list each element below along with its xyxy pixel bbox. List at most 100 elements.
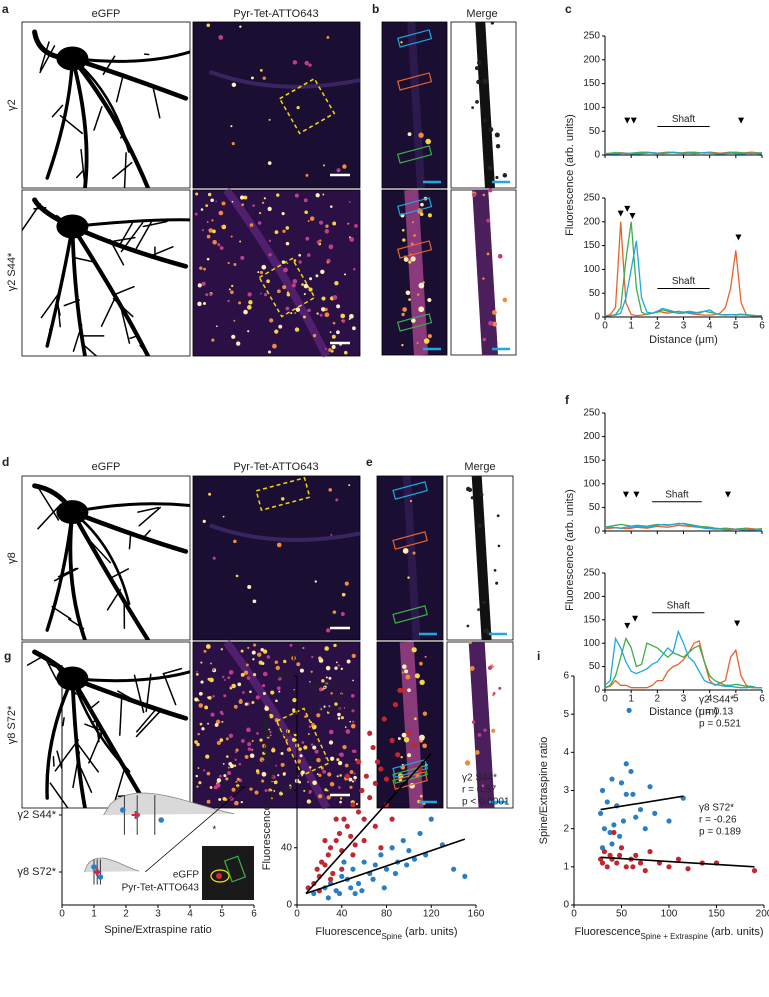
puncta: [316, 713, 321, 718]
point: [383, 776, 390, 782]
puncta: [337, 760, 343, 766]
puncta: [266, 655, 271, 659]
puncta: [195, 672, 199, 676]
puncta: [233, 539, 237, 544]
puncta: [296, 662, 301, 667]
puncta: [251, 701, 255, 705]
neuron: [32, 483, 190, 640]
puncta: [316, 240, 321, 244]
puncta: [260, 647, 264, 652]
point: [611, 829, 617, 836]
puncta: [200, 208, 204, 211]
puncta: [200, 661, 203, 664]
panel-header: Merge: [466, 8, 497, 20]
puncta: [341, 592, 346, 597]
puncta: [280, 752, 284, 755]
puncta: [343, 706, 347, 709]
puncta: [275, 665, 281, 671]
point: [633, 814, 639, 820]
puncta: [419, 661, 423, 666]
dendrite: [70, 56, 151, 188]
x-tick-label: 0: [602, 321, 608, 332]
y-tick-label: 150: [583, 78, 600, 89]
puncta: [216, 740, 221, 746]
branch: [75, 169, 84, 179]
branch: [62, 717, 65, 727]
branch: [117, 690, 135, 701]
branch: [84, 723, 106, 733]
puncta: [247, 742, 252, 747]
x-tick-label: 160: [468, 909, 485, 920]
puncta: [402, 548, 409, 554]
puncta: [317, 794, 323, 799]
puncta: [294, 327, 300, 332]
branch: [137, 506, 160, 513]
puncta: [271, 748, 276, 753]
inset-roi: [210, 869, 230, 883]
puncta: [231, 142, 235, 146]
branch: [120, 222, 144, 253]
x-tick-label: 4: [187, 909, 193, 920]
point: [675, 856, 682, 862]
dendrite: [71, 510, 131, 606]
puncta: [316, 773, 319, 776]
puncta: [349, 785, 353, 789]
puncta: [221, 225, 223, 228]
spine: [477, 608, 480, 611]
puncta: [262, 671, 268, 677]
puncta: [337, 717, 341, 720]
arrowhead: [622, 491, 629, 498]
puncta: [308, 800, 312, 804]
puncta: [296, 105, 300, 110]
y-tick-label: 200: [583, 591, 600, 602]
branch: [135, 221, 152, 250]
puncta: [336, 304, 341, 309]
inset-roi: [223, 855, 247, 883]
spine: [486, 252, 490, 256]
dendrite: [71, 225, 131, 321]
spine: [492, 691, 496, 695]
puncta: [223, 694, 227, 698]
puncta: [261, 743, 267, 748]
puncta: [298, 253, 302, 257]
puncta: [400, 755, 403, 759]
puncta: [325, 665, 331, 671]
puncta: [283, 267, 288, 273]
puncta: [212, 229, 216, 234]
puncta: [403, 737, 410, 743]
x-tick-label: 6: [251, 909, 257, 920]
puncta: [321, 296, 326, 301]
puncta: [201, 281, 206, 286]
puncta: [326, 35, 330, 39]
spine: [470, 496, 474, 500]
x-tick-label: 120: [423, 909, 440, 920]
puncta: [206, 771, 211, 776]
axis-label: Distance (μm): [649, 334, 718, 346]
spine: [474, 66, 479, 71]
annotation: γ8 S72*: [699, 803, 734, 814]
dendrite: [45, 510, 75, 632]
point: [604, 864, 610, 870]
spine: [464, 760, 471, 766]
puncta: [353, 772, 356, 775]
branch: [162, 672, 177, 706]
point: [383, 866, 390, 872]
point: [91, 864, 97, 870]
puncta: [285, 306, 290, 311]
puncta: [239, 195, 245, 200]
puncta: [274, 660, 279, 664]
puncta: [294, 193, 299, 198]
puncta: [221, 201, 226, 206]
point: [336, 830, 343, 837]
branch: [67, 618, 85, 630]
roi: [392, 771, 428, 790]
puncta: [323, 705, 326, 708]
puncta: [225, 737, 229, 741]
puncta: [347, 222, 350, 225]
x-tick-label: 0: [294, 909, 300, 920]
puncta: [332, 321, 336, 325]
puncta: [309, 769, 312, 772]
point: [367, 795, 373, 801]
puncta: [241, 203, 245, 207]
point: [751, 868, 758, 874]
